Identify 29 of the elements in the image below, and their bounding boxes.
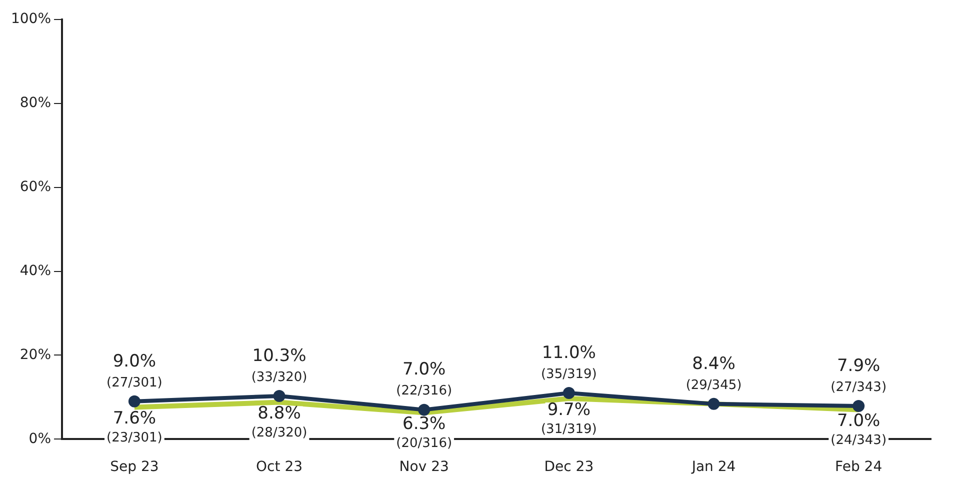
x-tick-label: Oct 23	[256, 459, 303, 476]
data-label: 8.8% (28/320)	[251, 404, 308, 441]
point	[708, 398, 720, 410]
data-label: 7.0% (22/316)	[396, 360, 452, 399]
y-tick-label: 100%	[10, 11, 52, 28]
point	[273, 390, 286, 402]
data-label: 7.6% (23/301)	[106, 408, 162, 446]
y-tick-label: 60%	[20, 178, 52, 195]
data-label: 10.3% (33/320)	[251, 346, 308, 385]
y-tick-label: 80%	[20, 95, 52, 111]
x-tick-label: Dec 23	[544, 459, 594, 476]
data-label: 6.3% (20/316)	[396, 414, 452, 452]
data-label: 11.0% (35/319)	[540, 342, 597, 382]
x-tick-label: Jan 24	[690, 459, 736, 476]
data-label: 9.0% (27/301)	[106, 351, 162, 390]
y-tick-label: 40%	[20, 262, 52, 279]
data-label: 7.0% (24/343)	[830, 411, 887, 448]
point	[562, 387, 575, 400]
x-tick-label: Nov 23	[399, 459, 449, 476]
point	[418, 404, 430, 416]
data-label: 8.4% (29/345)	[686, 354, 742, 393]
data-label: 9.7% (31/319)	[540, 400, 597, 437]
data-label: 7.9% (27/343)	[830, 356, 887, 395]
point	[128, 395, 140, 408]
y-tick-label: 0%	[28, 430, 52, 447]
x-tick-label: Sep 23	[110, 459, 159, 476]
point	[852, 400, 865, 412]
x-tick-label: Feb 24	[835, 459, 882, 476]
y-tick-label: 20%	[20, 346, 52, 363]
